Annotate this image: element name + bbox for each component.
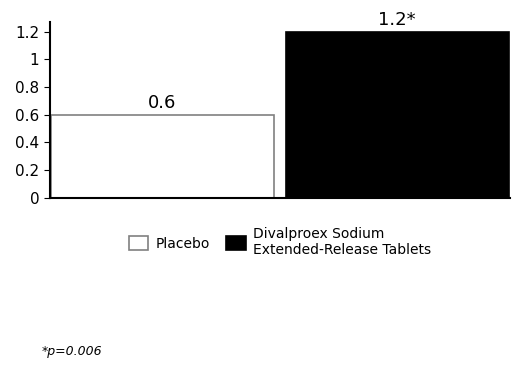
Bar [286, 31, 509, 198]
Legend: Placebo, Divalproex Sodium
Extended-Release Tablets: Placebo, Divalproex Sodium Extended-Rele… [129, 227, 431, 258]
Text: 0.6: 0.6 [148, 94, 176, 112]
Bar [51, 114, 274, 198]
Text: *p=0.006: *p=0.006 [42, 345, 102, 358]
Text: 1.2*: 1.2* [379, 11, 416, 29]
